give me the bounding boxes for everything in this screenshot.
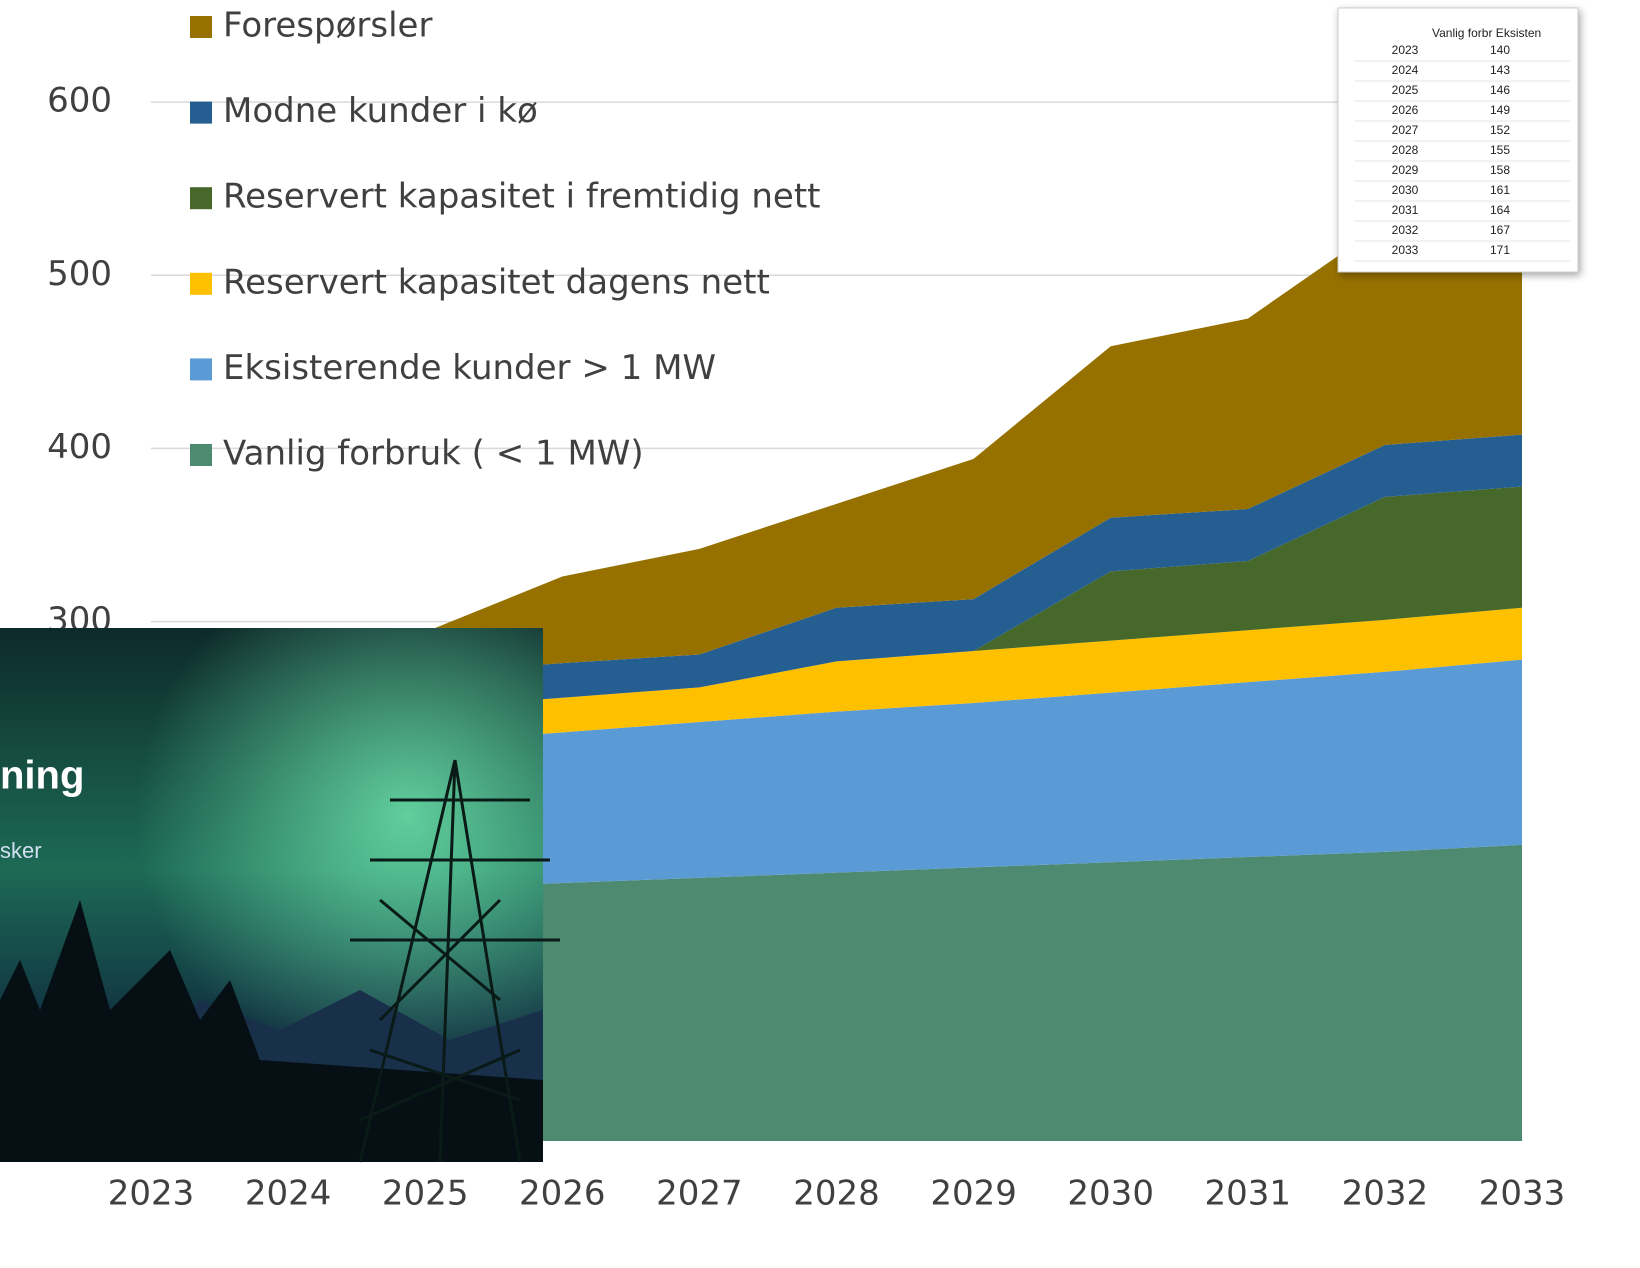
area xyxy=(151,486,1522,733)
legend-label: Eksisterende kunder > 1 MW xyxy=(223,348,716,388)
legend-label: Modne kunder i kø xyxy=(223,91,538,131)
legend: Vanlig forbruk ( < 1 MW) Eksisterende kun… xyxy=(190,6,821,474)
table-cell: 146 xyxy=(1490,83,1510,97)
table-cell: 2032 xyxy=(1392,223,1419,237)
table-cell: 161 xyxy=(1490,183,1510,197)
x-tick-label: 2027 xyxy=(656,1174,743,1214)
photo-overlay: ning sker xyxy=(0,628,560,1163)
table-cell: 2030 xyxy=(1392,183,1419,197)
x-tick-label: 2032 xyxy=(1342,1174,1429,1214)
table-cell: 2033 xyxy=(1392,243,1419,257)
table-cell: 149 xyxy=(1490,103,1510,117)
table-cell: 158 xyxy=(1490,163,1510,177)
x-tick-label: 2023 xyxy=(108,1174,195,1214)
table-cell: 164 xyxy=(1490,203,1510,217)
table-card xyxy=(1337,7,1579,273)
legend-label: Reservert kapasitet dagens nett xyxy=(223,262,770,302)
overlay-subtitle: sker xyxy=(0,838,42,863)
table-cell: 140 xyxy=(1490,43,1510,57)
x-tick-label: 2028 xyxy=(793,1174,880,1214)
table-cell: 2025 xyxy=(1392,83,1419,97)
table-cell: 2023 xyxy=(1392,43,1419,57)
x-tick-label: 2029 xyxy=(930,1174,1017,1214)
legend-swatch xyxy=(190,16,212,38)
x-tick-label: 2031 xyxy=(1205,1174,1292,1214)
table-cell: 152 xyxy=(1490,123,1510,137)
x-tick-label: 2024 xyxy=(245,1174,332,1214)
legend-swatch xyxy=(190,358,212,381)
legend-label: Forespørsler xyxy=(223,6,432,46)
x-tick-label: 2030 xyxy=(1067,1174,1154,1214)
table-cell: 171 xyxy=(1490,243,1510,257)
legend-swatch xyxy=(190,101,212,124)
y-tick-label: 600 xyxy=(47,81,112,121)
overlay-title: ning xyxy=(0,754,84,798)
table-cell: 2026 xyxy=(1392,103,1419,117)
table-header: Vanlig forbr Eksisten xyxy=(1432,26,1541,40)
table-cell: 155 xyxy=(1490,143,1510,157)
pylon xyxy=(350,759,560,1163)
table-cell: 143 xyxy=(1490,63,1510,77)
legend-label: Vanlig forbruk ( < 1 MW) xyxy=(223,434,644,474)
table-cell: 167 xyxy=(1490,223,1510,237)
inset-table: Vanlig forbr Eksisten 2023 140 2024 143 2025… xyxy=(1337,7,1579,273)
table-cell: 2028 xyxy=(1392,143,1419,157)
table-cell: 2031 xyxy=(1392,203,1419,217)
legend-swatch xyxy=(190,187,212,210)
table-cell: 2024 xyxy=(1392,63,1419,77)
legend-swatch xyxy=(190,272,212,295)
y-tick-label: 500 xyxy=(47,254,112,294)
x-tick-label: 2033 xyxy=(1479,1174,1566,1214)
x-tick-label: 2026 xyxy=(519,1174,606,1214)
table-cell: 2029 xyxy=(1392,163,1419,177)
x-tick-label: 2025 xyxy=(382,1174,469,1214)
y-tick-label: 400 xyxy=(47,427,112,467)
legend-label: Reservert kapasitet i fremtidig nett xyxy=(223,177,821,217)
legend-swatch xyxy=(190,444,212,466)
forest xyxy=(0,900,543,1162)
table-cell: 2027 xyxy=(1392,123,1419,137)
